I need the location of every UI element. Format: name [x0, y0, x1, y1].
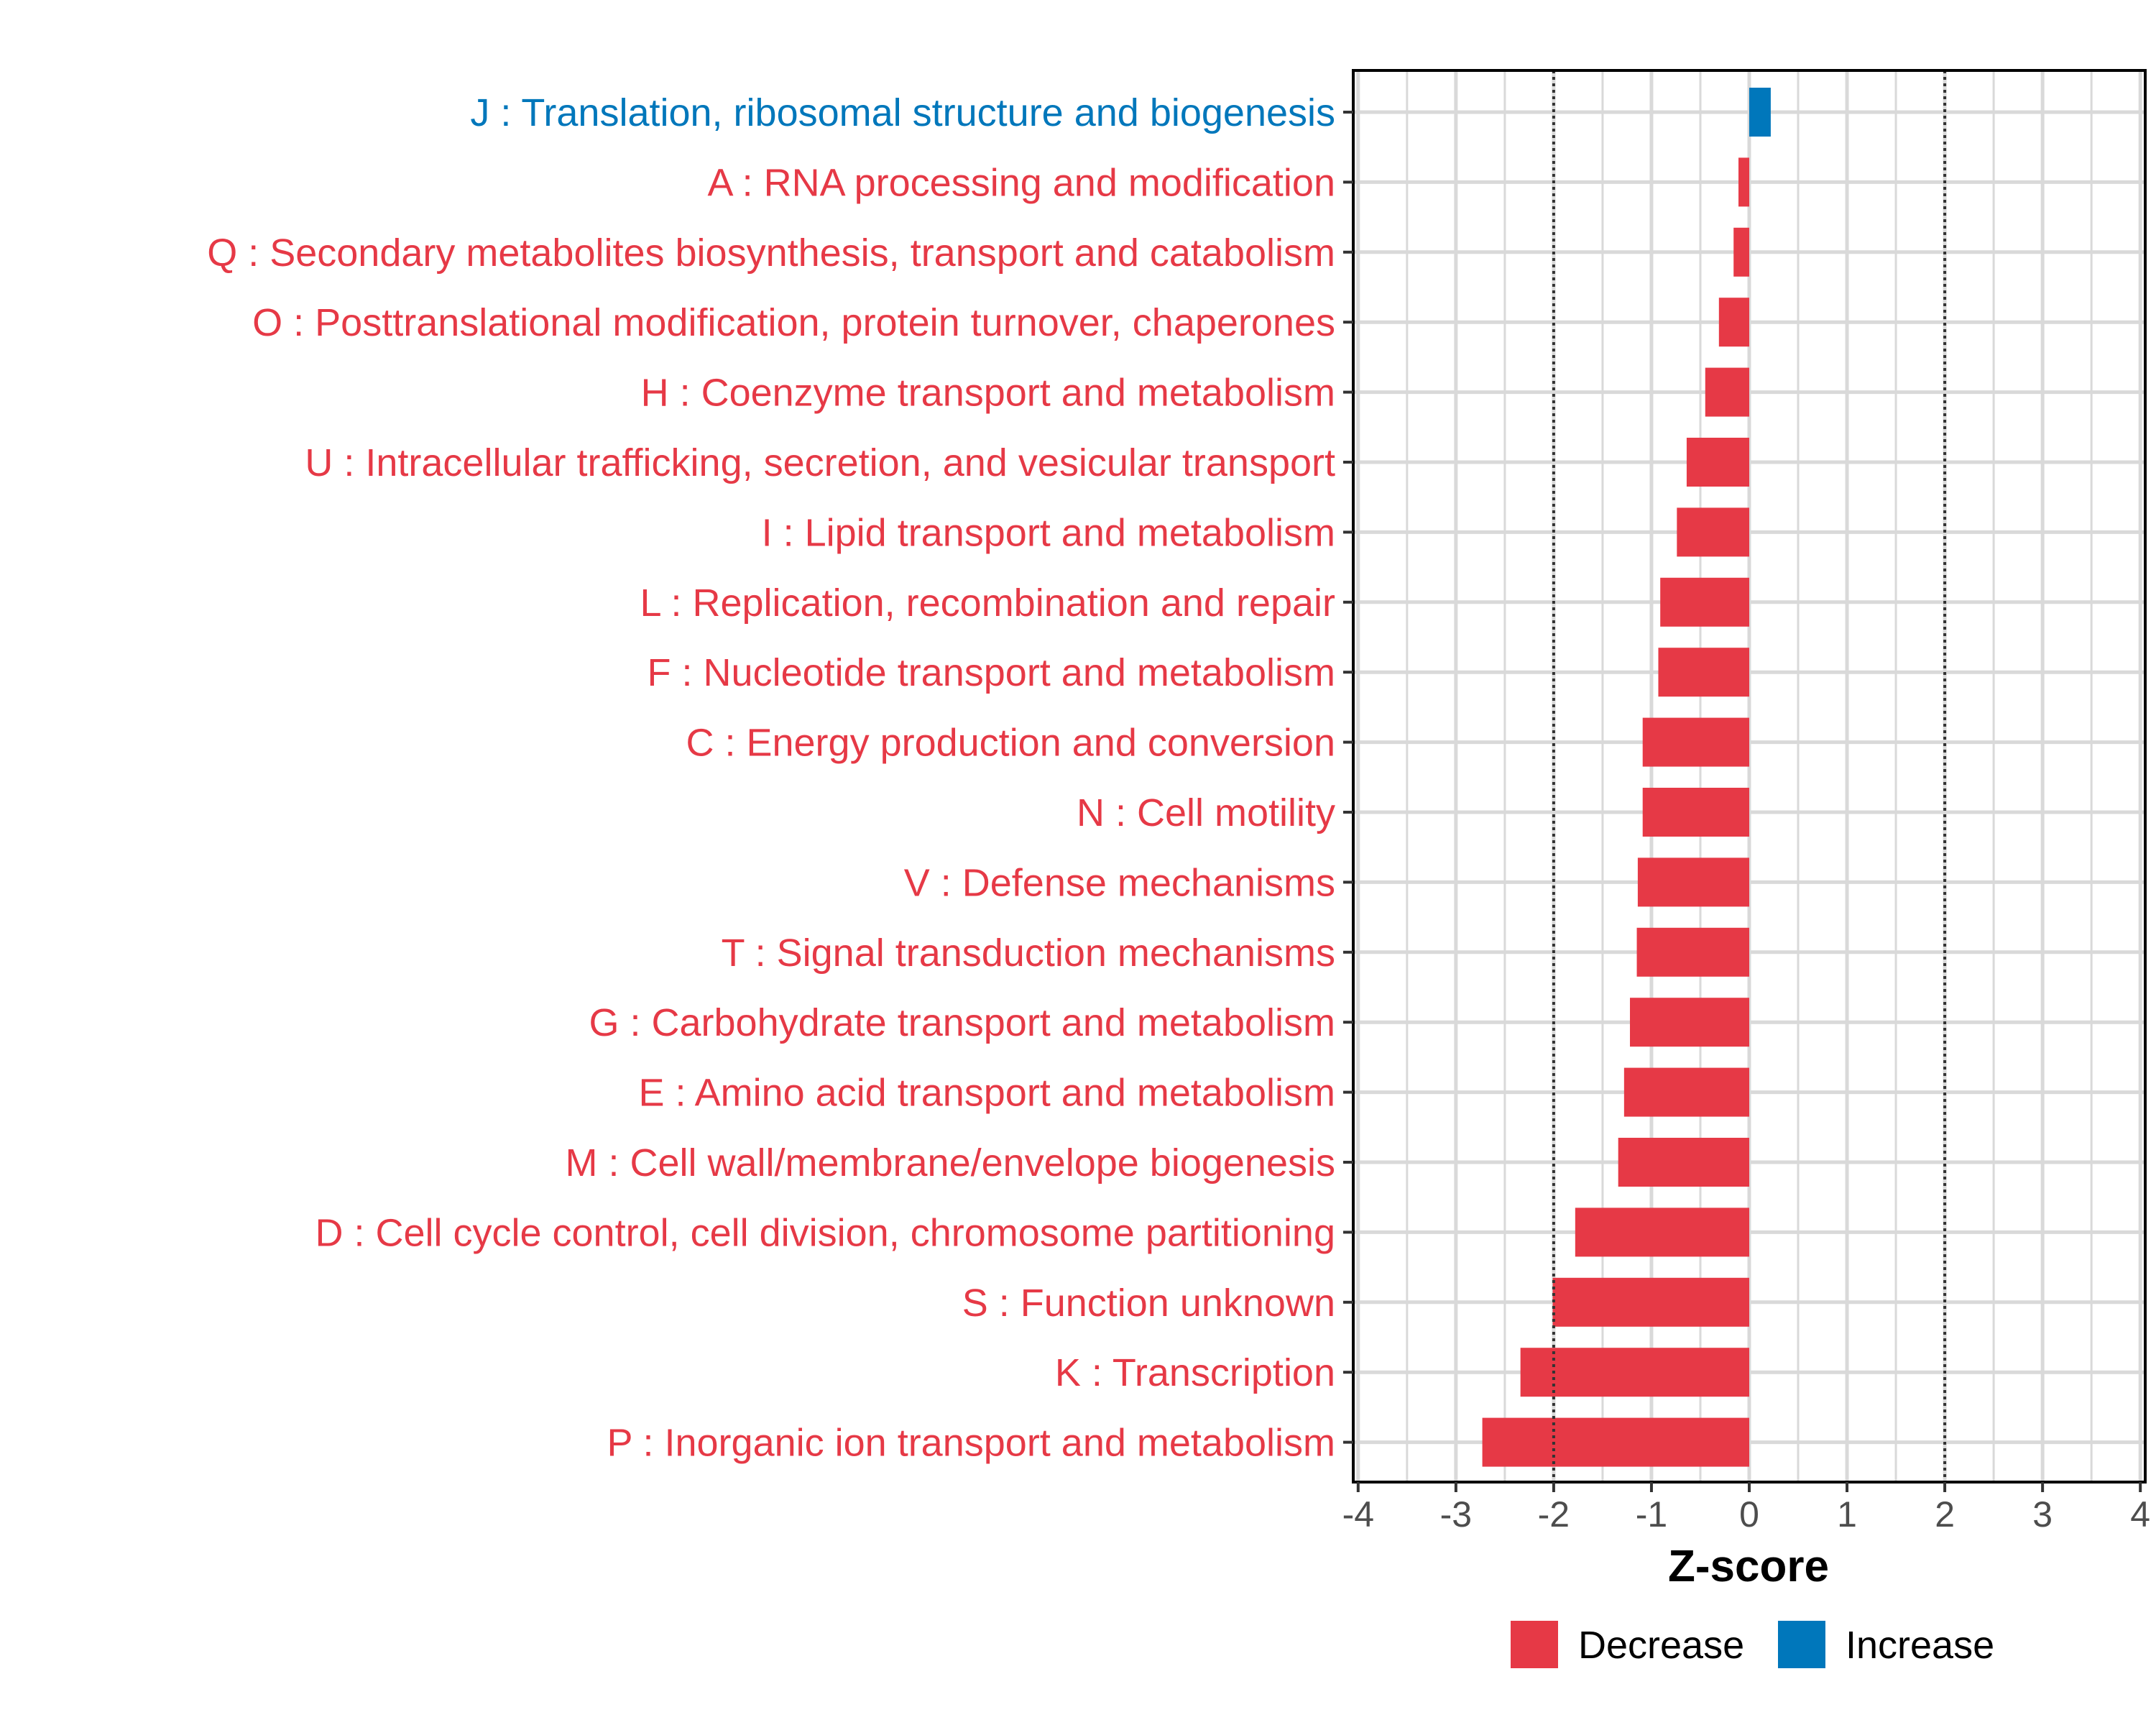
x-tick-label: 4 — [2130, 1494, 2150, 1535]
category-label: I : Lipid transport and metabolism — [762, 511, 1335, 554]
bar-c — [1642, 717, 1749, 767]
x-axis: -4 -3 -2 -1 0 1 2 3 4 — [1342, 1482, 2150, 1535]
category-label: Q : Secondary metabolites biosynthesis, … — [207, 231, 1335, 275]
x-tick-label: 3 — [2032, 1494, 2053, 1535]
category-label: U : Intracellular trafficking, secretion… — [305, 441, 1335, 484]
x-tick-label: -3 — [1440, 1494, 1472, 1535]
category-label: P : Inorganic ion transport and metaboli… — [607, 1422, 1335, 1465]
category-labels: J : Translation, ribosomal structure and… — [207, 91, 1353, 1465]
bar-o — [1718, 298, 1749, 347]
category-label: J : Translation, ribosomal structure and… — [470, 91, 1335, 134]
bar-d — [1575, 1208, 1749, 1257]
legend-label-decrease: Decrease — [1578, 1624, 1744, 1667]
x-tick-label: -2 — [1538, 1494, 1570, 1535]
category-label: K : Transcription — [1055, 1351, 1335, 1394]
bar-f — [1658, 648, 1749, 697]
x-axis-title: Z-score — [1668, 1542, 1829, 1591]
x-tick-label: -1 — [1636, 1494, 1667, 1535]
x-tick-label: 2 — [1935, 1494, 1955, 1535]
bar-q — [1733, 227, 1749, 277]
category-label: S : Function unknown — [962, 1282, 1335, 1325]
bar-n — [1642, 788, 1749, 837]
bar-m — [1618, 1138, 1749, 1187]
bar-p — [1482, 1417, 1749, 1467]
bar-a — [1738, 157, 1749, 207]
x-tick-label: 1 — [1837, 1494, 1857, 1535]
x-tick-label: -4 — [1342, 1494, 1374, 1535]
x-tick-label: 0 — [1739, 1494, 1759, 1535]
category-label: E : Amino acid transport and metabolism — [639, 1072, 1335, 1115]
category-label: D : Cell cycle control, cell division, c… — [315, 1211, 1335, 1254]
category-label: L : Replication, recombination and repai… — [640, 581, 1335, 625]
bar-j — [1749, 88, 1771, 137]
bar-s — [1552, 1277, 1749, 1327]
bar-v — [1637, 857, 1749, 907]
legend-label-increase: Increase — [1846, 1624, 1994, 1667]
bar-g — [1630, 998, 1749, 1047]
bar-l — [1660, 577, 1749, 627]
bar-i — [1677, 507, 1749, 557]
bar-u — [1686, 438, 1749, 487]
category-label: F : Nucleotide transport and metabolism — [648, 651, 1335, 694]
category-label: M : Cell wall/membrane/envelope biogenes… — [565, 1141, 1335, 1184]
bar-e — [1623, 1067, 1749, 1117]
legend-swatch-increase — [1778, 1621, 1825, 1668]
category-label: H : Coenzyme transport and metabolism — [641, 372, 1335, 415]
plot-area — [1352, 69, 2147, 1484]
bar-h — [1705, 367, 1749, 417]
legend: Decrease Increase — [1511, 1621, 1994, 1668]
category-label: V : Defense mechanisms — [904, 861, 1335, 904]
bar-t — [1636, 927, 1749, 977]
category-label: A : RNA processing and modification — [708, 161, 1335, 204]
category-label: C : Energy production and conversion — [686, 722, 1335, 765]
category-label: O : Posttranslational modification, prot… — [252, 301, 1335, 344]
category-label: T : Signal transduction mechanisms — [722, 932, 1335, 975]
bar-k — [1520, 1348, 1749, 1397]
category-label: G : Carbohydrate transport and metabolis… — [589, 1001, 1336, 1044]
legend-swatch-decrease — [1511, 1621, 1558, 1668]
category-label: N : Cell motility — [1077, 791, 1335, 834]
